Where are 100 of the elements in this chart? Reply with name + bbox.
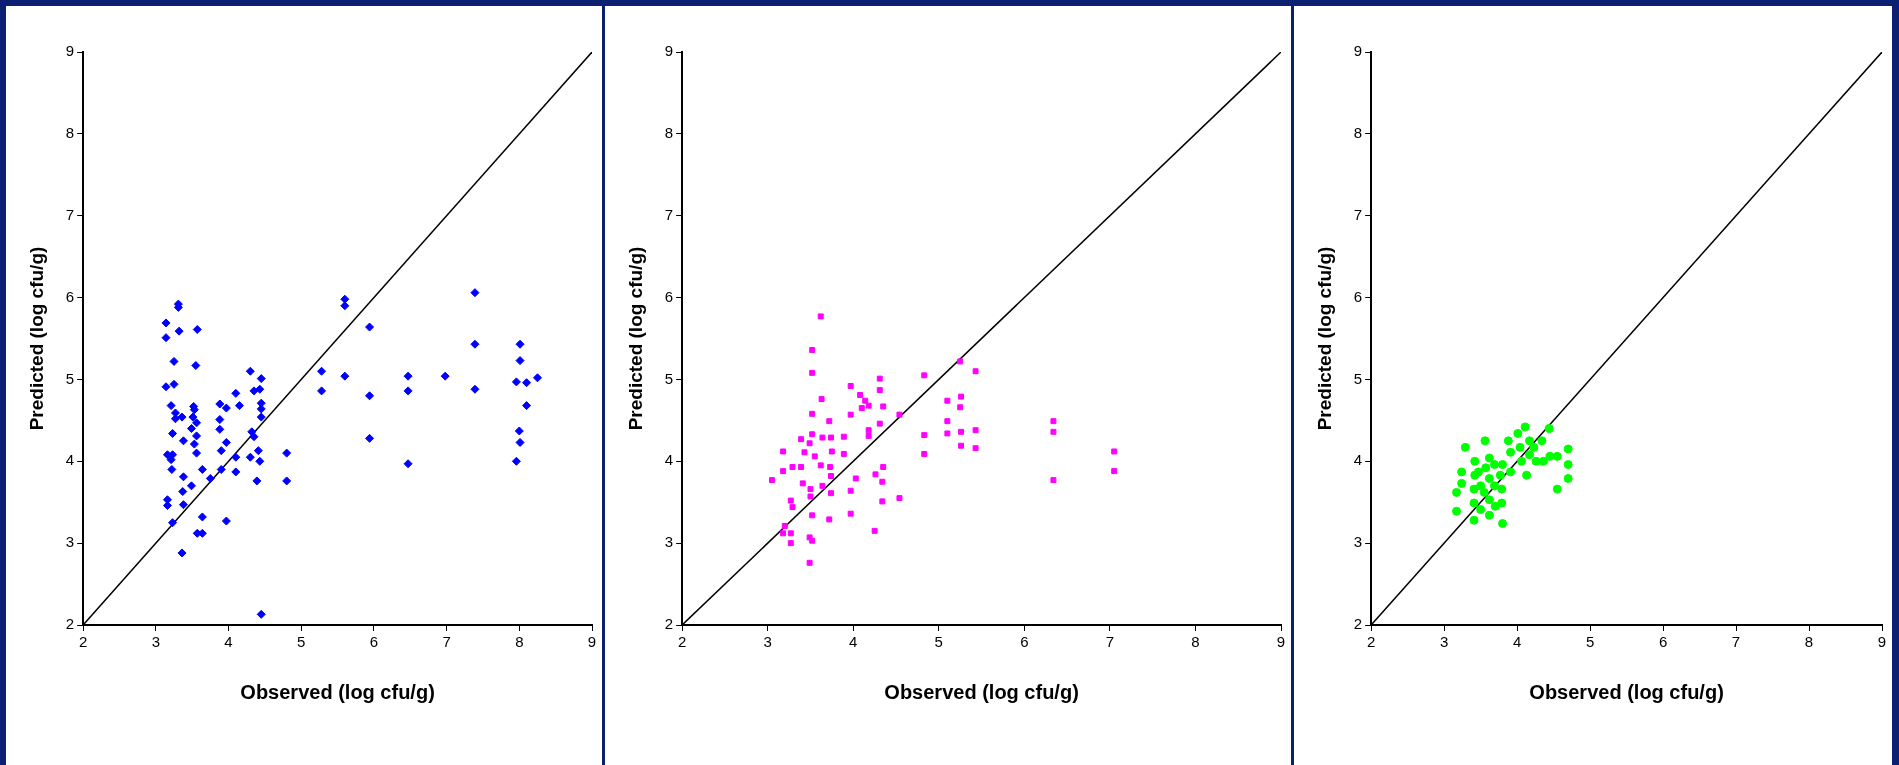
x-tick-label: 8 (515, 633, 524, 651)
point (1484, 510, 1494, 520)
x-tick-label: 4 (849, 633, 858, 651)
point (1525, 450, 1535, 460)
x-tick-label: 2 (1366, 633, 1376, 651)
point (1489, 460, 1499, 470)
y-tick-label: 3 (1353, 533, 1363, 551)
y-tick-label: 4 (664, 451, 674, 469)
point (1520, 422, 1530, 432)
point (1469, 498, 1479, 508)
x-tick-label: 4 (224, 633, 233, 651)
x-tick-label: 7 (442, 633, 451, 651)
x-axis-title: Observed (log cfu/g) (1529, 680, 1724, 703)
point (1498, 519, 1508, 528)
y-axis-title: Predicted (log cfu/g) (25, 246, 47, 431)
x-tick-label: 3 (1439, 633, 1449, 651)
y-tick-label: 2 (664, 615, 674, 633)
x-tick-label: 4 (1512, 633, 1522, 651)
y-tick-label: 9 (664, 42, 674, 60)
y-tick-label: 2 (1353, 615, 1363, 633)
point (1476, 505, 1486, 515)
y-tick-label: 8 (664, 124, 674, 141)
point (1531, 456, 1541, 466)
point (1489, 481, 1499, 491)
y-tick-label: 5 (1353, 369, 1363, 387)
y-tick-label: 5 (664, 369, 674, 387)
point (1513, 428, 1523, 438)
y-tick-label: 6 (1353, 287, 1363, 305)
y-tick-label: 3 (65, 533, 75, 551)
point (1460, 442, 1470, 452)
point (1515, 442, 1525, 452)
x-tick-label: 7 (1105, 633, 1115, 651)
y-tick-label: 9 (65, 42, 75, 60)
y-axis-title: Predicted (log cfu/g) (624, 246, 646, 431)
point (1506, 467, 1516, 477)
y-tick-label: 2 (65, 615, 75, 633)
y-tick-label: 8 (1353, 124, 1363, 141)
y-tick-label: 7 (664, 205, 674, 223)
point (1497, 498, 1507, 508)
x-tick-label: 8 (1804, 633, 1814, 651)
x-tick-label: 5 (934, 633, 943, 651)
point (1495, 470, 1505, 480)
point (1457, 478, 1467, 488)
point (1484, 473, 1494, 483)
y-tick-label: 4 (65, 451, 75, 469)
point (1506, 447, 1516, 457)
y-tick-label: 3 (664, 533, 674, 551)
x-tick-label: 6 (1020, 633, 1029, 651)
point (1490, 501, 1500, 511)
x-tick-label: 9 (587, 633, 597, 651)
point (1484, 453, 1494, 463)
point (1525, 436, 1535, 446)
point (1479, 487, 1489, 497)
y-tick-label: 7 (65, 205, 75, 223)
point (1544, 424, 1554, 434)
point (1497, 484, 1507, 494)
x-tick-label: 6 (1658, 633, 1668, 651)
x-tick-label: 9 (1276, 633, 1286, 651)
point (1552, 451, 1562, 461)
point (1537, 436, 1547, 446)
point (1538, 456, 1548, 466)
y-tick-label: 6 (65, 287, 75, 305)
point (1452, 506, 1462, 516)
x-tick-label: 3 (151, 633, 161, 651)
y-tick-label: 8 (65, 124, 75, 141)
point (1522, 470, 1532, 480)
point (1469, 515, 1479, 525)
point (1481, 463, 1491, 473)
point (1503, 436, 1513, 446)
point (1452, 487, 1462, 497)
x-axis-title: Observed (log cfu/g) (884, 680, 1079, 703)
point (1516, 456, 1526, 466)
point (1552, 484, 1562, 494)
x-tick-label: 6 (369, 633, 379, 651)
point (1469, 484, 1479, 494)
y-tick-label: 6 (664, 287, 674, 305)
y-axis-title: Predicted (log cfu/g) (1313, 246, 1335, 431)
point (1498, 460, 1508, 470)
point (1480, 436, 1490, 446)
point (1563, 473, 1573, 483)
y-tick-label: 9 (1353, 42, 1363, 60)
y-tick-label: 7 (1353, 205, 1363, 223)
point (1476, 481, 1486, 491)
point (1457, 467, 1467, 477)
x-tick-label: 9 (1877, 633, 1887, 651)
x-axis-title: Observed (log cfu/g) (240, 680, 435, 703)
x-tick-label: 5 (297, 633, 306, 651)
x-tick-label: 2 (677, 633, 687, 651)
x-tick-label: 2 (78, 633, 88, 651)
x-tick-label: 8 (1191, 633, 1200, 651)
point (1470, 456, 1480, 466)
point (1529, 442, 1539, 452)
point (1484, 495, 1494, 505)
x-tick-label: 3 (763, 633, 772, 651)
point (1545, 451, 1555, 461)
x-tick-label: 5 (1585, 633, 1595, 651)
point (1563, 444, 1573, 454)
x-tick-label: 7 (1731, 633, 1741, 651)
y-tick-label: 4 (1353, 451, 1363, 469)
y-tick-label: 5 (65, 369, 75, 387)
